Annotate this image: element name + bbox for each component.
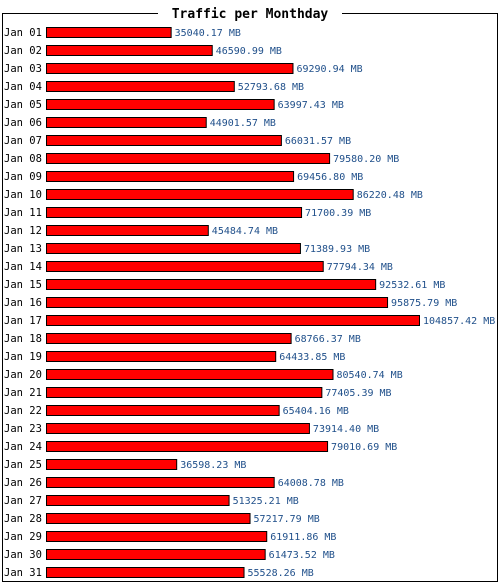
traffic-bar	[46, 513, 251, 524]
value-label: 79010.69 MB	[331, 442, 397, 453]
category-label: Jan 09	[4, 171, 42, 183]
value-label: 36598.23 MB	[180, 460, 246, 471]
category-label: Jan 07	[4, 135, 42, 147]
value-label: 77794.34 MB	[327, 262, 393, 273]
category-label: Jan 04	[4, 81, 42, 93]
category-label: Jan 26	[4, 477, 42, 489]
category-label: Jan 15	[4, 279, 42, 291]
value-label: 92532.61 MB	[379, 280, 445, 291]
value-label: 69290.94 MB	[296, 64, 362, 75]
value-label: 86220.48 MB	[357, 190, 423, 201]
traffic-bar	[46, 477, 275, 488]
value-label: 63997.43 MB	[278, 100, 344, 111]
value-label: 46590.99 MB	[216, 46, 282, 57]
traffic-bar	[46, 495, 230, 506]
value-label: 71700.39 MB	[305, 208, 371, 219]
value-label: 35040.17 MB	[175, 28, 241, 39]
category-label: Jan 10	[4, 189, 42, 201]
value-label: 69456.80 MB	[297, 172, 363, 183]
traffic-bar	[46, 441, 329, 452]
category-label: Jan 24	[4, 441, 42, 453]
category-label: Jan 17	[4, 315, 42, 327]
value-label: 79580.20 MB	[333, 154, 399, 165]
category-label: Jan 30	[4, 549, 42, 561]
category-label: Jan 19	[4, 351, 42, 363]
category-label: Jan 13	[4, 243, 42, 255]
traffic-bar	[46, 99, 275, 110]
category-label: Jan 01	[4, 27, 42, 39]
traffic-bar	[46, 153, 331, 164]
value-label: 73914.40 MB	[313, 424, 379, 435]
traffic-bar	[46, 279, 377, 290]
value-label: 61473.52 MB	[269, 550, 335, 561]
traffic-bar	[46, 531, 268, 542]
value-label: 66031.57 MB	[285, 136, 351, 147]
category-label: Jan 28	[4, 513, 42, 525]
value-label: 71389.93 MB	[304, 244, 370, 255]
traffic-bar	[46, 333, 292, 344]
category-label: Jan 08	[4, 153, 42, 165]
category-label: Jan 23	[4, 423, 42, 435]
title-background	[158, 5, 342, 22]
category-label: Jan 16	[4, 297, 42, 309]
traffic-bar	[46, 27, 172, 38]
traffic-bar	[46, 261, 324, 272]
value-label: 52793.68 MB	[238, 82, 304, 93]
bar-group: Jan 01 35040.17 MB Jan 02 46590.99 MB Jan 03…	[4, 27, 495, 579]
category-label: Jan 27	[4, 495, 42, 507]
value-label: 80540.74 MB	[337, 370, 403, 381]
category-label: Jan 05	[4, 99, 42, 111]
traffic-bar	[46, 315, 420, 326]
category-label: Jan 06	[4, 117, 42, 129]
value-label: 68766.37 MB	[295, 334, 361, 345]
category-label: Jan 22	[4, 405, 42, 417]
traffic-bar	[46, 117, 207, 128]
category-label: Jan 03	[4, 63, 42, 75]
traffic-bar	[46, 171, 295, 182]
category-label: Jan 12	[4, 225, 42, 237]
category-label: Jan 18	[4, 333, 42, 345]
value-label: 51325.21 MB	[233, 496, 299, 507]
value-label: 64008.78 MB	[278, 478, 344, 489]
category-label: Jan 31	[4, 567, 42, 579]
value-label: 95875.79 MB	[391, 298, 457, 309]
value-label: 55528.26 MB	[248, 568, 314, 579]
value-label: 77405.39 MB	[325, 388, 391, 399]
traffic-bar	[46, 135, 282, 146]
traffic-bar	[46, 63, 294, 74]
category-label: Jan 14	[4, 261, 42, 273]
traffic-bar	[46, 405, 280, 416]
value-label: 65404.16 MB	[283, 406, 349, 417]
traffic-bar	[46, 549, 266, 560]
category-label: Jan 25	[4, 459, 42, 471]
traffic-bar	[46, 567, 245, 578]
category-label: Jan 20	[4, 369, 42, 381]
category-label: Jan 02	[4, 45, 42, 57]
chart-title: Traffic per Monthday	[172, 7, 329, 22]
value-label: 64433.85 MB	[279, 352, 345, 363]
category-label: Jan 21	[4, 387, 42, 399]
traffic-bar	[46, 225, 209, 236]
traffic-bar	[46, 243, 301, 254]
value-label: 57217.79 MB	[254, 514, 320, 525]
traffic-bar	[46, 207, 303, 218]
traffic-bar	[46, 387, 323, 398]
value-label: 104857.42 MB	[423, 316, 495, 327]
traffic-bar	[46, 459, 178, 470]
traffic-bar	[46, 423, 310, 434]
value-label: 61911.86 MB	[270, 532, 336, 543]
category-label: Jan 29	[4, 531, 42, 543]
value-label: 44901.57 MB	[210, 118, 276, 129]
traffic-bar	[46, 297, 389, 308]
category-label: Jan 11	[4, 207, 42, 219]
traffic-bar	[46, 189, 354, 200]
traffic-bar	[46, 81, 235, 92]
traffic-bar	[46, 351, 277, 362]
traffic-bar	[46, 369, 334, 380]
traffic-bar	[46, 45, 213, 56]
value-label: 45484.74 MB	[212, 226, 278, 237]
